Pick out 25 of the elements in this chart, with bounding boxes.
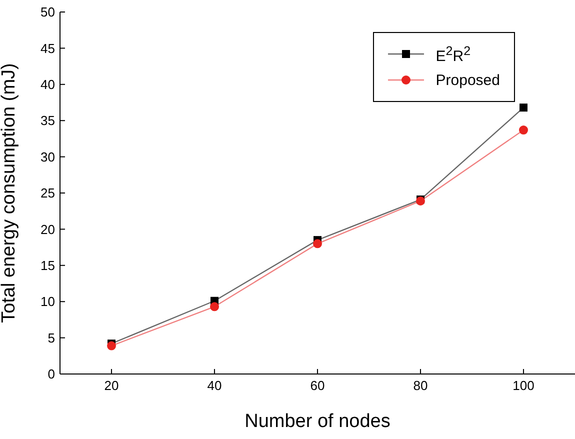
y-tick-label: 45 <box>40 40 55 56</box>
y-tick-label: 15 <box>40 258 55 274</box>
y-axis-title: Total energy consumption (mJ) <box>0 63 20 323</box>
y-tick-label: 35 <box>40 113 55 128</box>
y-tick-label: 50 <box>40 4 55 20</box>
y-tick-label: 0 <box>48 366 55 382</box>
x-tick-label: 80 <box>413 378 428 394</box>
legend-label: Proposed <box>436 72 500 88</box>
y-tick-label: 30 <box>40 149 55 164</box>
y-tick-label: 5 <box>48 330 55 346</box>
x-tick-label: 20 <box>104 378 119 394</box>
x-axis-title: Number of nodes <box>244 411 390 432</box>
point <box>210 302 219 312</box>
y-tick-label: 25 <box>40 186 55 201</box>
y-tick-label: 20 <box>40 222 55 237</box>
point <box>520 104 528 112</box>
x-tick-label: 100 <box>512 378 534 394</box>
x-tick-label: 40 <box>207 378 222 394</box>
point <box>313 239 322 248</box>
point <box>107 341 116 350</box>
x-tick-label: 60 <box>310 378 325 394</box>
legend-label: E$^{2}$R$^{2}$ <box>436 44 471 64</box>
y-tick-label: 40 <box>40 77 55 92</box>
y-tick-label: 10 <box>40 294 55 310</box>
point <box>519 126 528 135</box>
